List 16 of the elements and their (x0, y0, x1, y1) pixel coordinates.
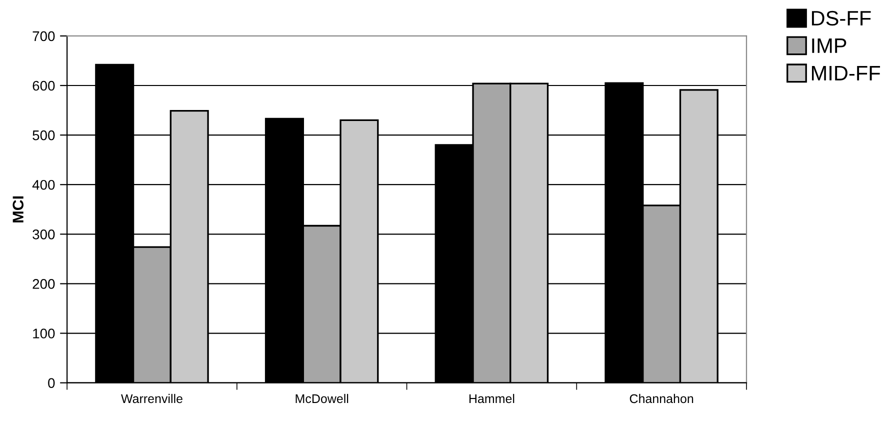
y-axis-title: MCI (12, 196, 24, 222)
legend-label: DS-FF (812, 10, 871, 26)
legend-label: IMP (812, 38, 846, 53)
y-tick-label: 700 (32, 31, 55, 42)
y-tick-label: 500 (32, 130, 55, 140)
x-tick-label: Hammel (469, 394, 514, 404)
x-tick-label: McDowell (296, 394, 348, 404)
y-tick-label: 200 (32, 279, 55, 289)
y-tick-label: 300 (32, 229, 55, 240)
x-tick-label: Warrenville (121, 394, 182, 404)
y-tick-label: 600 (32, 80, 55, 91)
y-tick-label: 100 (33, 328, 55, 338)
y-tick-label: 0 (48, 378, 55, 388)
x-tick-label: Channahon (630, 394, 694, 404)
legend-label: MID-FF (812, 66, 880, 80)
y-tick-label: 400 (32, 180, 55, 190)
